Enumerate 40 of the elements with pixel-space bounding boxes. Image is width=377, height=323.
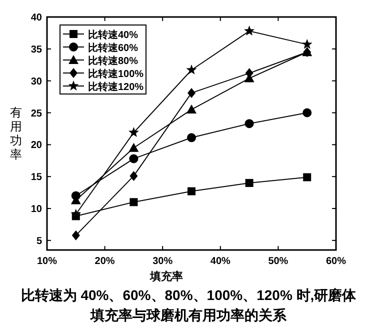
point xyxy=(302,38,312,49)
x-tick-label: 60% xyxy=(326,256,346,267)
point xyxy=(130,198,138,206)
y-tick-label: 5 xyxy=(36,236,42,247)
x-tick-label: 40% xyxy=(210,256,231,267)
legend-label: 比转速60% xyxy=(88,42,138,54)
x-axis-title: 填充率 xyxy=(149,270,183,283)
legend-label: 比转速40% xyxy=(88,29,138,41)
point xyxy=(128,127,139,137)
legend-label: 比转速100% xyxy=(88,68,144,80)
y-tick-label: 35 xyxy=(30,44,42,56)
y-tick-label: 10 xyxy=(30,204,42,216)
y-tick-label: 20 xyxy=(30,140,42,152)
y-tick-label: 30 xyxy=(30,76,42,88)
y-tick-label: 40 xyxy=(30,12,42,24)
point xyxy=(245,178,254,187)
x-tick-label: 20% xyxy=(94,256,115,267)
x-tick-label: 30% xyxy=(152,256,173,267)
point xyxy=(186,64,197,74)
point xyxy=(188,187,196,196)
x-tick-label: 10% xyxy=(36,256,58,267)
legend-label: 比转速120% xyxy=(88,81,144,93)
legend-label: 比转速80% xyxy=(88,55,138,67)
point xyxy=(130,170,138,181)
y-tick-label: 15 xyxy=(30,172,42,184)
point xyxy=(72,230,80,240)
point xyxy=(187,133,196,142)
y-tick-label: 25 xyxy=(30,108,42,120)
text: 比转速为 40%、60%、80%、100%、120% 时,研磨体 xyxy=(20,287,358,303)
point xyxy=(302,108,312,118)
point xyxy=(129,154,138,164)
text: 填充率与球磨机有用功率的关系 xyxy=(90,307,288,323)
point xyxy=(128,142,139,152)
point xyxy=(186,104,196,114)
point xyxy=(188,88,196,98)
x-tick-label: 50% xyxy=(268,256,288,267)
point xyxy=(303,173,312,182)
point xyxy=(244,119,254,128)
y-axis-title: 有用功率 xyxy=(10,106,22,162)
point xyxy=(244,26,255,36)
